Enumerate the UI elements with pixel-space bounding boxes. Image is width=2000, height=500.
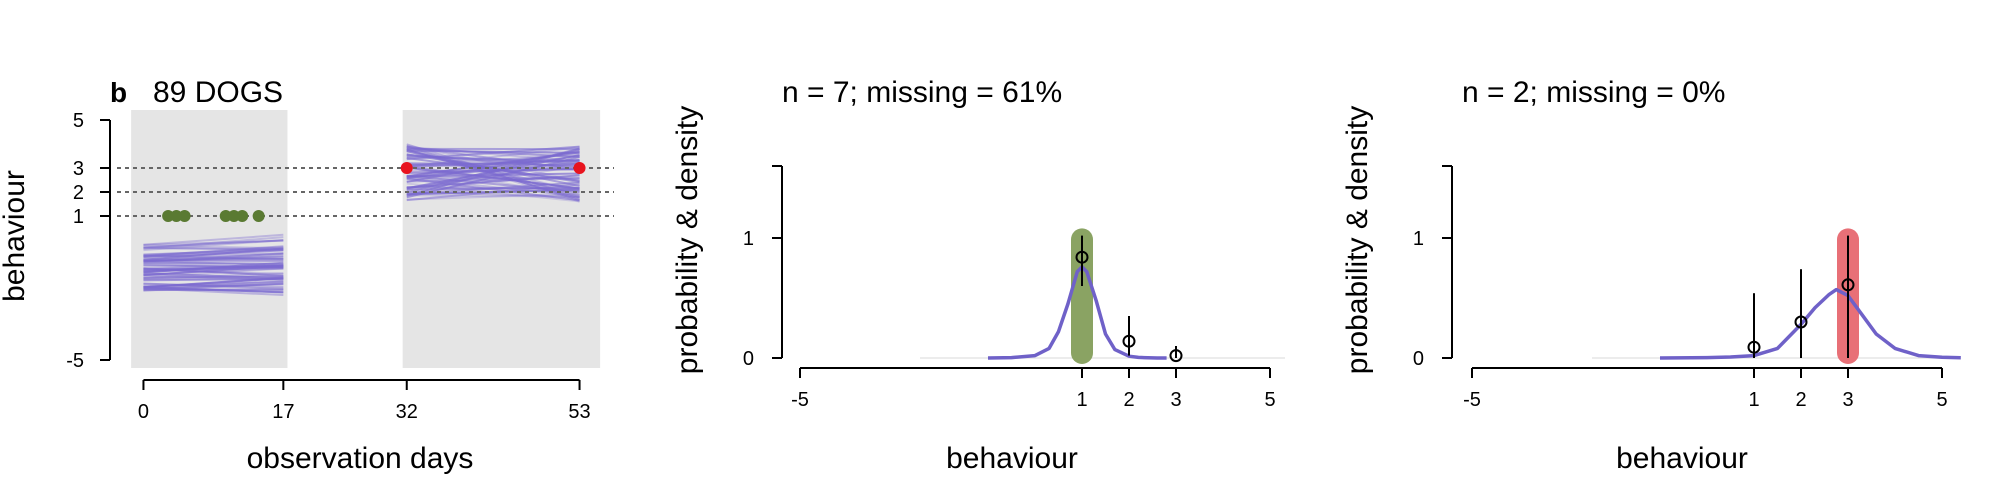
model-line (406, 192, 580, 201)
x-tick-label: 2 (1123, 389, 1134, 411)
model-line (143, 239, 284, 249)
probability-point (1169, 349, 1183, 363)
y-tick-label: 1 (73, 206, 84, 228)
model-lines (143, 143, 580, 297)
observation-point (178, 210, 191, 222)
model-line (406, 186, 580, 190)
probability-point (1075, 250, 1089, 264)
model-line (143, 283, 284, 289)
density-curve (1659, 287, 1961, 360)
model-line (143, 280, 284, 290)
observation-point (236, 210, 249, 222)
panel-letter: b (110, 77, 127, 108)
observation-point (219, 210, 232, 222)
model-line (406, 148, 580, 200)
observation-point (162, 210, 175, 222)
model-line (143, 287, 284, 294)
observation-points (162, 162, 586, 222)
model-line (143, 282, 284, 292)
y-tick-label: 2 (73, 182, 84, 204)
x-tick-label: 17 (272, 401, 294, 423)
model-line (406, 177, 580, 183)
panel-distribution-left: n = 7; missing = 61% 01-5 1 2 3 5 behaviour … (671, 76, 1285, 475)
observation-point (252, 210, 265, 222)
model-line (143, 264, 284, 270)
y-tick-label: 1 (1413, 228, 1424, 250)
model-line (143, 248, 284, 256)
model-line (143, 265, 284, 277)
model-line (406, 177, 580, 202)
y-axis-label: probability & density (1341, 106, 1374, 374)
y-tick-label: 3 (73, 158, 84, 180)
shaded-period (131, 110, 288, 368)
x-axis-label: behaviour (946, 442, 1078, 475)
y-tick-label: 1 (743, 228, 754, 250)
model-line (406, 153, 580, 167)
model-line (143, 247, 284, 261)
x-tick-label: -5 (791, 389, 809, 411)
y-axis-label: behaviour (0, 170, 31, 302)
panel-title: n = 2; missing = 0% (1462, 76, 1725, 109)
axes: -5 123 5 0 17 32 53 (66, 110, 590, 423)
x-tick-label: 1 (1076, 389, 1087, 411)
observation-point (573, 162, 586, 174)
x-axis-label: behaviour (1616, 442, 1748, 475)
panel-title: 89 DOGS (153, 76, 283, 109)
x-tick-label: 5 (1264, 389, 1275, 411)
x-tick-label: 1 (1748, 389, 1759, 411)
model-line (143, 261, 284, 265)
observation-point (227, 210, 240, 222)
panel-distribution-right: n = 2; missing = 0% 0 1 -5 1 2 3 5 behaviour p… (1341, 76, 1961, 475)
density-curve (987, 265, 1167, 360)
x-tick-label: 5 (1936, 389, 1947, 411)
model-line (143, 239, 284, 252)
y-tick-label: 0 (1413, 348, 1424, 370)
observation-point (170, 210, 183, 222)
panel-title: n = 7; missing = 61% (782, 76, 1062, 109)
panel-timeline: b 89 DOGS -5 123 5 0 17 32 53 observation days… (0, 76, 614, 475)
plot-area: 0 1 -5 1 2 3 5 (743, 165, 1285, 411)
probability-point (1122, 334, 1136, 348)
y-tick-label: -5 (66, 350, 84, 372)
x-tick-label: -5 (1463, 389, 1481, 411)
model-line (143, 277, 284, 289)
model-line (143, 245, 284, 257)
model-line (143, 267, 284, 277)
probability-point (1747, 340, 1761, 354)
probability-point (1794, 315, 1808, 329)
y-tick-label: 0 (743, 348, 754, 370)
y-axis-label: probability & density (671, 106, 704, 374)
model-line (406, 164, 580, 196)
model-line (143, 233, 284, 246)
plot-area: 0 1 -5 1 2 3 5 (1413, 165, 1961, 411)
observation-point (400, 162, 413, 174)
y-tick-label: 5 (73, 110, 84, 132)
reference-lines (117, 167, 614, 217)
x-tick-label: 0 (138, 401, 149, 423)
x-axis-label: observation days (247, 442, 474, 475)
x-tick-label: 32 (396, 401, 418, 423)
probability-point (1841, 278, 1855, 292)
highlight-bar (1071, 228, 1093, 364)
x-tick-label: 53 (568, 401, 590, 423)
x-tick-label: 3 (1170, 389, 1181, 411)
model-line (143, 276, 284, 281)
model-line (143, 287, 284, 292)
model-line (143, 267, 284, 279)
model-line (406, 165, 580, 190)
x-tick-label: 2 (1795, 389, 1806, 411)
x-tick-label: 3 (1842, 389, 1853, 411)
